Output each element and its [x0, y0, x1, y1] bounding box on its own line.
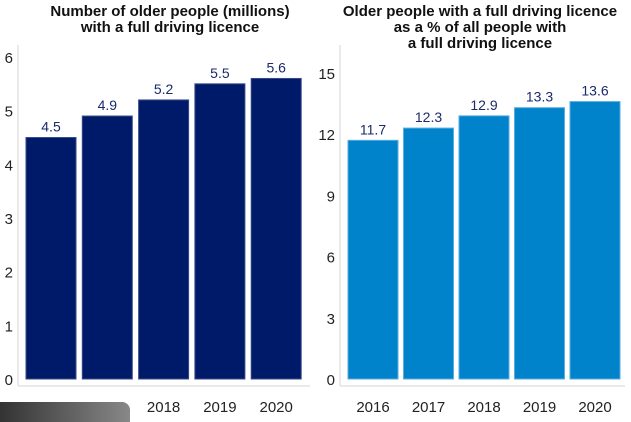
y-tick-label: 3 [5, 211, 13, 228]
data-label: 12.9 [470, 97, 497, 113]
overlay-bar [0, 402, 130, 422]
data-label: 5.6 [266, 59, 286, 75]
y-tick-label: 15 [318, 66, 335, 83]
x-tick-label: 2019 [203, 399, 236, 416]
data-label: 13.6 [581, 83, 608, 99]
data-label: 5.2 [154, 81, 174, 97]
bar [347, 139, 399, 380]
y-tick-label: 0 [5, 372, 13, 389]
bar [250, 77, 302, 380]
x-tick-label: 2016 [356, 399, 389, 416]
y-tick-label: 1 [5, 318, 13, 335]
chart-title: Number of older people (millions) [50, 3, 289, 20]
bar [25, 137, 77, 380]
data-label: 5.5 [210, 65, 230, 81]
chart-title: a full driving licence [408, 35, 552, 52]
x-tick-label: 2017 [412, 399, 445, 416]
y-tick-label: 0 [327, 372, 335, 389]
chart-title: as a % of all people with [394, 19, 567, 36]
data-label: 11.7 [360, 121, 386, 137]
bar [458, 115, 510, 380]
x-tick-label: 2020 [260, 399, 293, 416]
x-tick-label: 2018 [467, 399, 500, 416]
y-tick-label: 9 [327, 188, 335, 205]
data-label: 4.9 [98, 97, 118, 113]
y-tick-label: 4 [5, 157, 13, 174]
bar [403, 127, 454, 380]
y-tick-label: 3 [327, 311, 335, 328]
bar [194, 83, 246, 380]
y-tick-label: 5 [5, 104, 13, 121]
data-label: 4.5 [41, 119, 61, 135]
bar [138, 99, 190, 380]
chart-title: with a full driving licence [80, 19, 259, 36]
bar [569, 101, 621, 380]
data-label: 12.3 [415, 109, 442, 125]
x-tick-label: 2020 [578, 399, 611, 416]
y-tick-label: 2 [5, 265, 13, 282]
chart-title: Older people with a full driving licence [343, 3, 617, 20]
bar [514, 107, 565, 380]
x-tick-label: 2019 [523, 399, 556, 416]
y-tick-label: 6 [327, 250, 335, 267]
y-tick-label: 12 [318, 127, 335, 144]
y-tick-label: 6 [5, 50, 13, 67]
x-tick-label: 2018 [147, 399, 180, 416]
bar [81, 115, 133, 380]
data-label: 13.3 [526, 89, 553, 105]
